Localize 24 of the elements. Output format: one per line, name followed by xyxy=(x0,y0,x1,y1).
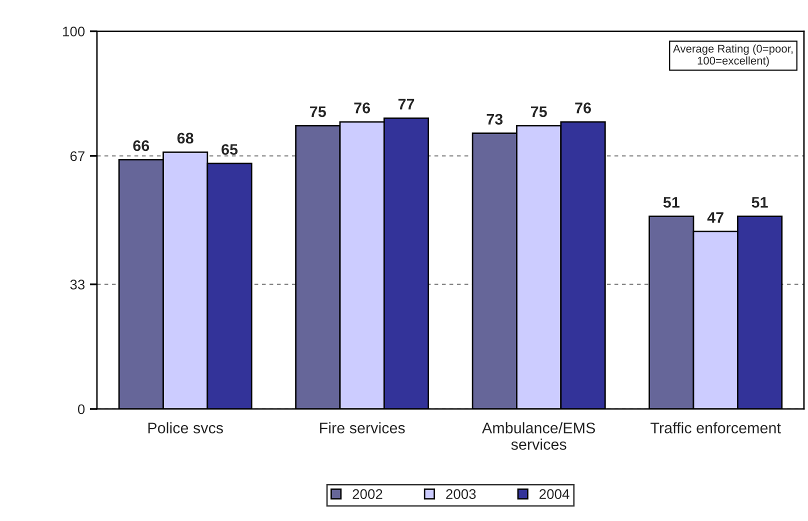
data-label: 51 xyxy=(752,197,768,208)
data-label: 47 xyxy=(707,212,724,223)
legend-label: 2003 xyxy=(446,489,476,500)
x-tick-label: Police svcs xyxy=(148,422,223,434)
annotation: Average Rating (0=poor, 100=excellent) xyxy=(673,44,793,67)
data-label: 77 xyxy=(398,98,414,110)
data-label: 75 xyxy=(530,106,547,118)
x-tick-label: Traffic enforcement xyxy=(650,422,781,434)
x-tick-label: Fire services xyxy=(320,422,405,434)
legend-label: 2004 xyxy=(540,489,570,500)
data-label: 51 xyxy=(663,197,680,208)
data-label: 75 xyxy=(310,106,326,118)
data-label: 66 xyxy=(133,140,150,152)
y-tick-label: 67 xyxy=(70,151,84,162)
data-label: 76 xyxy=(575,102,591,114)
y-tick-label: 100 xyxy=(63,26,85,36)
data-label: 73 xyxy=(486,114,503,125)
data-label: 65 xyxy=(222,144,238,155)
data-label: 76 xyxy=(354,102,370,114)
y-tick-label: 0 xyxy=(78,404,85,414)
data-label: 68 xyxy=(177,132,194,144)
y-tick-label: 33 xyxy=(70,280,85,290)
x-tick-label: Ambulance/EMS services xyxy=(482,422,596,450)
legend-label: 2002 xyxy=(352,489,382,500)
